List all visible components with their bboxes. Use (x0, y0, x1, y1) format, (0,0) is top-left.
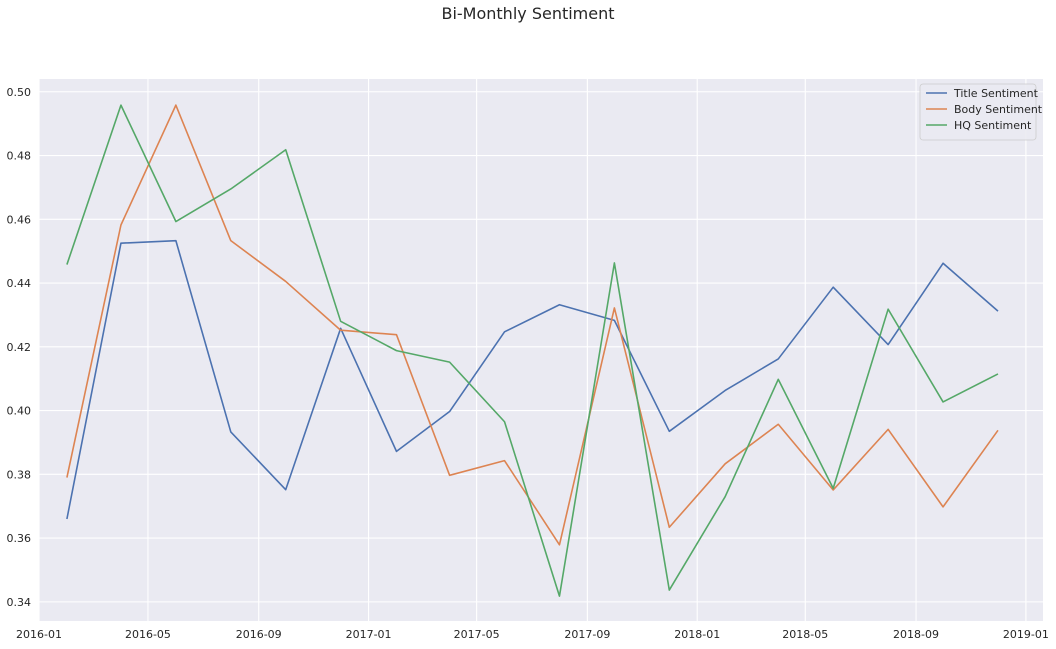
series-line-2 (66, 104, 999, 546)
y-tick-label: 0.40 (7, 405, 32, 418)
legend-label: HQ Sentiment (954, 119, 1032, 132)
x-tick-label: 2018-01 (674, 628, 720, 641)
x-tick-label: 2018-05 (782, 628, 828, 641)
legend-box (919, 83, 1037, 141)
y-tick-label: 0.46 (7, 213, 32, 226)
y-tick-label: 0.36 (7, 532, 32, 545)
x-tick-label: 2018-09 (893, 628, 939, 641)
x-tick-label: 2016-05 (125, 628, 171, 641)
y-tick-label: 0.50 (7, 86, 32, 99)
legend-label: Body Sentiment (954, 103, 1043, 116)
x-tick-label: 2017-09 (564, 628, 610, 641)
legend-label: Title Sentiment (953, 87, 1039, 100)
y-tick-label: 0.42 (7, 341, 32, 354)
x-tick-label: 2016-01 (16, 628, 62, 641)
x-tick-label: 2016-09 (236, 628, 282, 641)
x-tick-label: 2017-05 (454, 628, 500, 641)
series-line-1 (66, 239, 999, 520)
y-tick-label: 0.44 (7, 277, 32, 290)
x-tick-label: 2017-01 (346, 628, 392, 641)
chart-title: Bi-Monthly Sentiment (441, 4, 615, 23)
x-tick-label: 2019-01 (1003, 628, 1049, 641)
series-line-3 (66, 104, 999, 597)
y-tick-label: 0.48 (7, 150, 32, 163)
y-tick-label: 0.38 (7, 468, 32, 481)
y-tick-label: 0.34 (7, 596, 32, 609)
